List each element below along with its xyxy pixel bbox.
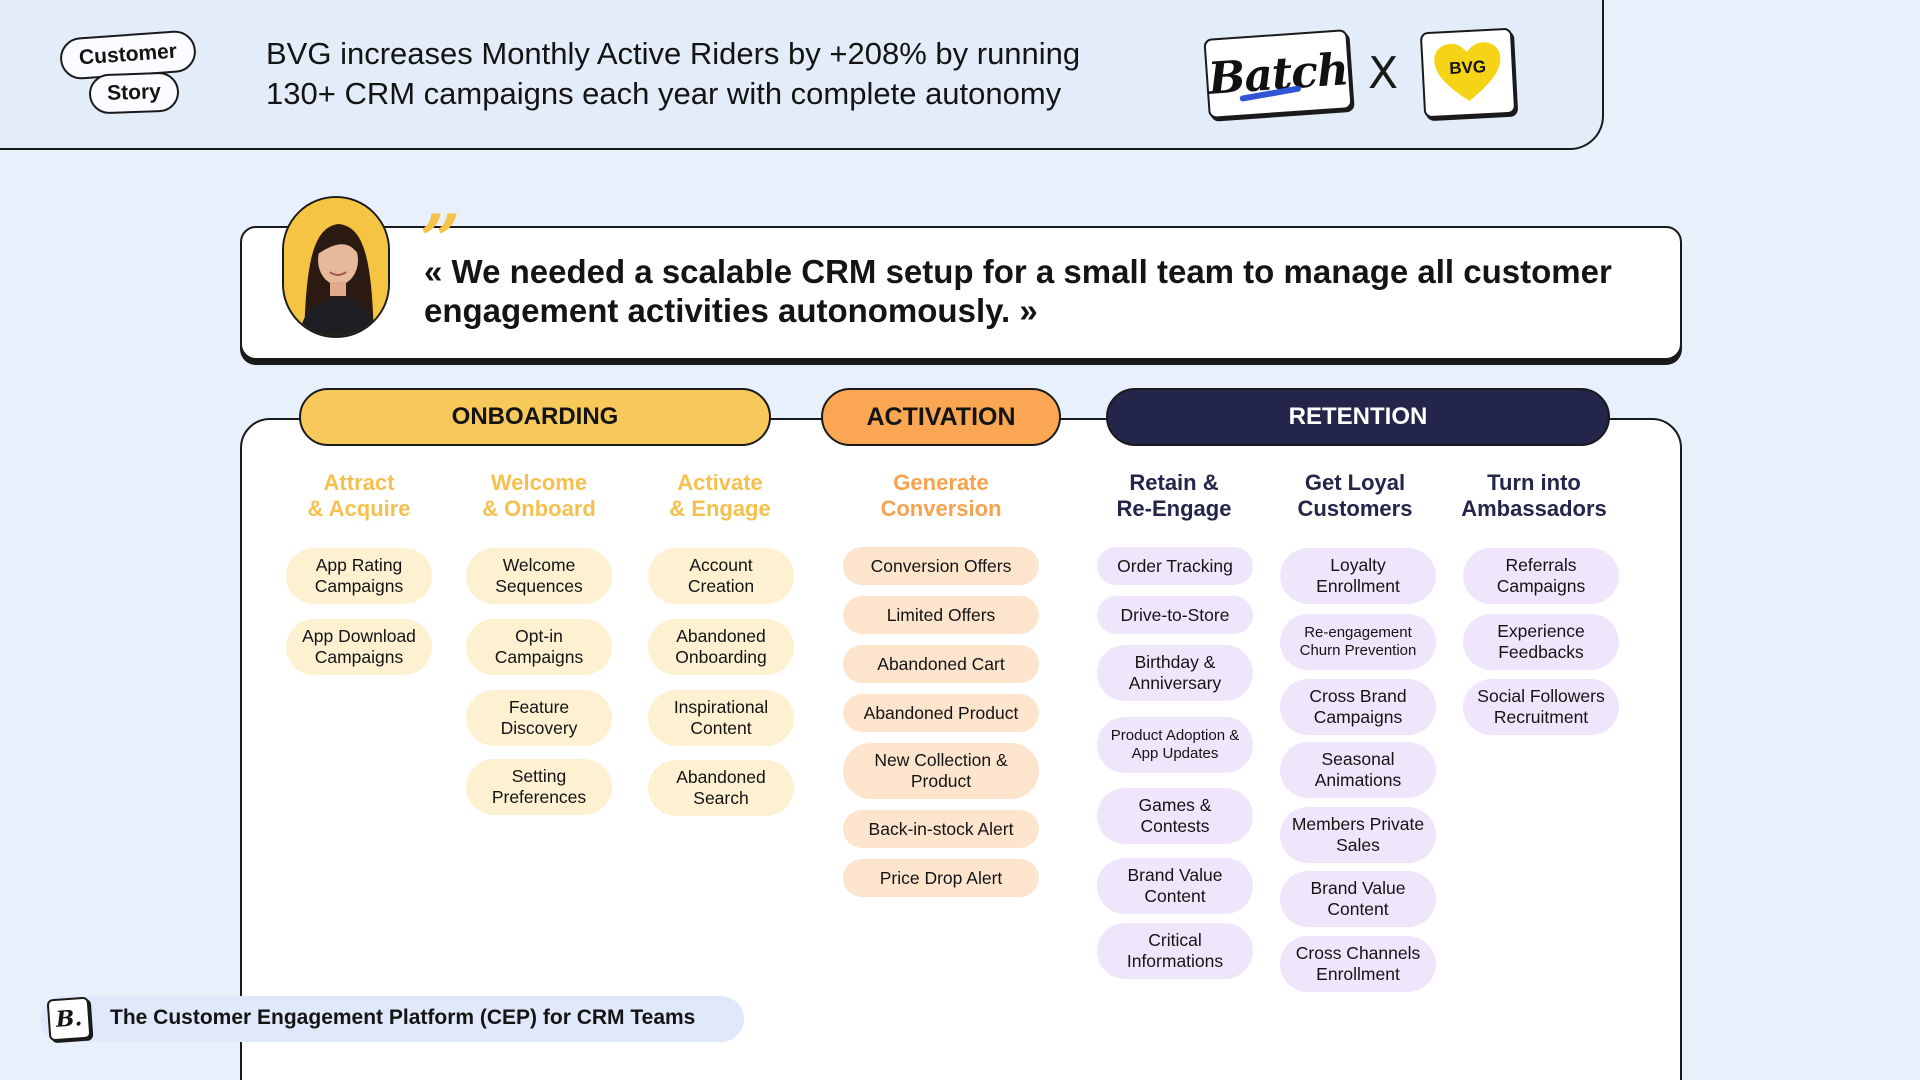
chip-opt-in-campaigns: Opt-in Campaigns: [466, 619, 612, 675]
batch-logo: Batch: [1203, 29, 1353, 119]
chip-social-followers-recruitment: Social Followers Recruitment: [1463, 679, 1619, 735]
chip-account-creation: Account Creation: [648, 548, 794, 604]
bvg-logo-text: BVG: [1449, 57, 1487, 78]
avatar: [282, 196, 390, 338]
footer-text: The Customer Engagement Platform (CEP) f…: [110, 1006, 696, 1029]
chip-app-rating-campaigns: App Rating Campaigns: [286, 548, 432, 604]
phase-onboarding: ONBOARDING: [299, 388, 771, 446]
chip-order-tracking: Order Tracking: [1097, 547, 1253, 585]
chip-abandoned-cart: Abandoned Cart: [843, 645, 1039, 683]
chip-new-collection-product: New Collection & Product: [843, 743, 1039, 799]
story-tag: Story: [88, 71, 180, 115]
chip-abandoned-product: Abandoned Product: [843, 694, 1039, 732]
phase-retention: RETENTION: [1106, 388, 1610, 446]
chip-referrals-campaigns: Referrals Campaigns: [1463, 548, 1619, 604]
chip-setting-preferences: Setting Preferences: [466, 759, 612, 815]
chip-brand-value-content-loyal: Brand Value Content: [1280, 871, 1436, 927]
quote-box: « We needed a scalable CRM setup for a s…: [240, 226, 1682, 360]
phase-activation: ACTIVATION: [821, 388, 1061, 446]
quote-marks-icon: ”: [420, 199, 461, 282]
chip-members-private-sales: Members Private Sales: [1280, 807, 1436, 863]
column-title-loyal: Get Loyal Customers: [1297, 470, 1413, 521]
times-icon: X: [1368, 48, 1399, 99]
chip-back-in-stock-alert: Back-in-stock Alert: [843, 810, 1039, 848]
chip-seasonal-animations: Seasonal Animations: [1280, 742, 1436, 798]
header: Customer Story BVG increases Monthly Act…: [0, 0, 1604, 150]
footer-banner: B. The Customer Engagement Platform (CEP…: [40, 996, 744, 1042]
headline-line-2: 130+ CRM campaigns each year with comple…: [266, 76, 1062, 111]
column-title-attract: Attract & Acquire: [307, 470, 411, 521]
chip-price-drop-alert: Price Drop Alert: [843, 859, 1039, 897]
column-title-generate: Generate Conversion: [880, 470, 1002, 521]
chip-conversion-offers: Conversion Offers: [843, 547, 1039, 585]
chip-product-adoption: Product Adoption & App Updates: [1097, 717, 1253, 773]
chip-experience-feedbacks: Experience Feedbacks: [1463, 614, 1619, 670]
chip-cross-channels-enrollment: Cross Channels Enrollment: [1280, 936, 1436, 992]
column-title-activate: Activate & Engage: [669, 470, 771, 521]
column-title-retain: Retain & Re-Engage: [1116, 470, 1232, 521]
chip-birthday-anniversary: Birthday & Anniversary: [1097, 645, 1253, 701]
chip-abandoned-onboarding: Abandoned Onboarding: [648, 619, 794, 675]
chip-welcome-sequences: Welcome Sequences: [466, 548, 612, 604]
chip-drive-to-store: Drive-to-Store: [1097, 596, 1253, 634]
chip-critical-informations: Critical Informations: [1097, 923, 1253, 979]
chip-inspirational-content: Inspirational Content: [648, 690, 794, 746]
chip-loyalty-enrollment: Loyalty Enrollment: [1280, 548, 1436, 604]
chip-limited-offers: Limited Offers: [843, 596, 1039, 634]
avatar-portrait: [284, 198, 388, 336]
column-title-ambassadors: Turn into Ambassadors: [1461, 470, 1607, 521]
chip-brand-value-content-retain: Brand Value Content: [1097, 858, 1253, 914]
heart-icon: BVG: [1434, 42, 1501, 101]
batch-footer-logo: B.: [46, 996, 92, 1042]
chip-re-engagement-churn: Re-engagement Churn Prevention: [1280, 614, 1436, 670]
headline: BVG increases Monthly Active Riders by +…: [266, 34, 1166, 114]
bvg-logo: BVG: [1419, 27, 1517, 119]
headline-line-1: BVG increases Monthly Active Riders by +…: [266, 36, 1081, 71]
chip-app-download-campaigns: App Download Campaigns: [286, 619, 432, 675]
chip-abandoned-search: Abandoned Search: [648, 760, 794, 816]
chip-games-contests: Games & Contests: [1097, 788, 1253, 844]
chip-cross-brand-campaigns: Cross Brand Campaigns: [1280, 679, 1436, 735]
quote-text: « We needed a scalable CRM setup for a s…: [424, 253, 1612, 329]
column-title-welcome: Welcome & Onboard: [482, 470, 596, 521]
chip-feature-discovery: Feature Discovery: [466, 690, 612, 746]
